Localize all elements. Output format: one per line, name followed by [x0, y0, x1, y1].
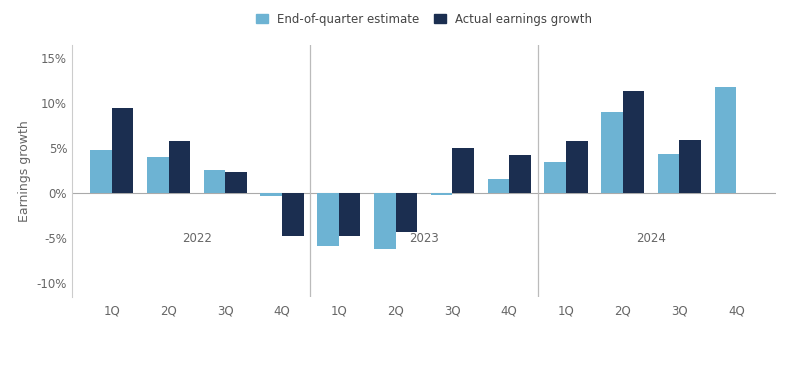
Bar: [204, 170, 226, 193]
Bar: [112, 108, 134, 193]
Bar: [374, 193, 396, 249]
Bar: [318, 193, 339, 246]
Bar: [714, 87, 736, 193]
Bar: [509, 155, 530, 193]
Bar: [566, 141, 587, 193]
Bar: [431, 193, 452, 195]
Bar: [261, 193, 282, 196]
Bar: [169, 141, 190, 193]
Text: 2023: 2023: [409, 232, 439, 245]
Bar: [452, 148, 474, 193]
Text: 2022: 2022: [182, 232, 212, 245]
Y-axis label: Earnings growth: Earnings growth: [18, 120, 31, 221]
Bar: [147, 157, 169, 193]
Bar: [226, 171, 247, 193]
Bar: [601, 112, 622, 193]
Bar: [622, 91, 644, 193]
Bar: [679, 140, 701, 193]
Bar: [339, 193, 361, 236]
Text: 2024: 2024: [636, 232, 666, 245]
Bar: [487, 179, 509, 193]
Legend: End-of-quarter estimate, Actual earnings growth: End-of-quarter estimate, Actual earnings…: [256, 13, 592, 26]
Bar: [544, 162, 566, 193]
Bar: [658, 154, 679, 193]
Bar: [282, 193, 304, 236]
Bar: [90, 150, 112, 193]
Bar: [396, 193, 417, 232]
